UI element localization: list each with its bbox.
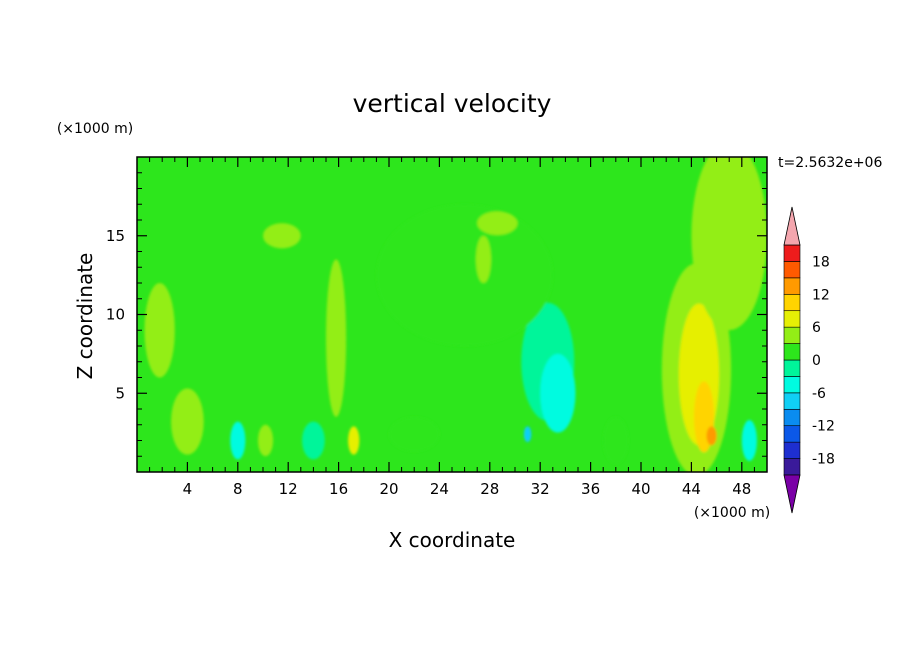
y-axis-label: Z coordinate xyxy=(73,253,97,380)
y-tick-label: 15 xyxy=(106,227,125,245)
colorbar-segment xyxy=(783,376,801,394)
colorbar-label: -6 xyxy=(812,386,826,402)
colorbar-segment xyxy=(783,441,801,459)
colorbar-segment xyxy=(783,408,801,427)
colorbar-segment xyxy=(783,261,801,279)
contour-region xyxy=(263,223,301,249)
x-tick-label: 24 xyxy=(430,480,449,498)
colorbar-segment xyxy=(783,244,801,262)
colorbar-label: -12 xyxy=(812,419,835,435)
contour-region xyxy=(389,416,440,452)
y-axis: 5 10 15 xyxy=(106,172,767,457)
colorbar-label: -18 xyxy=(812,452,835,468)
contour-region xyxy=(326,259,347,417)
x-tick-label: 28 xyxy=(480,480,499,498)
chart-title: vertical velocity xyxy=(353,89,552,118)
colorbar: 18 12 6 0 -6 -12 -18 xyxy=(783,206,835,514)
contour-region xyxy=(603,416,629,465)
x-axis-label: X coordinate xyxy=(389,528,516,552)
x-tick-label: 20 xyxy=(379,480,398,498)
colorbar-label: 0 xyxy=(812,353,821,369)
x-tick-label: 44 xyxy=(682,480,701,498)
contour-region xyxy=(691,157,767,331)
y-tick-label: 10 xyxy=(106,306,125,324)
x-tick-label: 12 xyxy=(279,480,298,498)
contour-region xyxy=(475,235,492,283)
contour-region xyxy=(477,211,518,235)
colorbar-segment xyxy=(783,359,801,377)
y-tick-label: 5 xyxy=(115,384,125,402)
colorbar-segment xyxy=(783,310,801,328)
x-tick-label: 4 xyxy=(183,480,193,498)
colorbar-label: 6 xyxy=(812,320,821,336)
colorbar-max-extension xyxy=(783,206,801,246)
colorbar-segment xyxy=(783,392,801,410)
x-tick-label: 48 xyxy=(732,480,751,498)
contour-region xyxy=(741,420,757,461)
contour-region xyxy=(540,353,576,433)
contour-region xyxy=(348,426,360,455)
contour-region xyxy=(230,421,246,460)
x-tick-label: 40 xyxy=(631,480,650,498)
colorbar-segment xyxy=(783,326,801,344)
x-axis: 4 8 12 16 20 24 28 32 36 40 44 48 xyxy=(149,157,768,498)
y-unit-label: (×1000 m) xyxy=(57,121,133,137)
colorbar-label: 12 xyxy=(812,287,830,303)
x-unit-label: (×1000 m) xyxy=(694,505,770,521)
contour-region xyxy=(144,283,175,378)
x-tick-label: 36 xyxy=(581,480,600,498)
x-tick-label: 8 xyxy=(233,480,243,498)
time-label: t=2.5632e+06 xyxy=(778,155,882,171)
colorbar-segment xyxy=(783,277,801,295)
contour-region xyxy=(706,426,717,446)
contour-region xyxy=(171,388,204,455)
colorbar-min-extension xyxy=(783,474,801,514)
colorbar-segment xyxy=(783,425,801,443)
plot-area xyxy=(137,157,767,472)
contour-region xyxy=(302,421,325,460)
x-tick-label: 32 xyxy=(531,480,550,498)
contour-region xyxy=(257,424,274,457)
colorbar-label: 18 xyxy=(812,254,830,270)
x-tick-label: 16 xyxy=(329,480,348,498)
contour-region xyxy=(376,204,553,346)
colorbar-segment xyxy=(783,293,801,312)
colorbar-segment xyxy=(783,458,801,476)
contour-region xyxy=(523,426,532,443)
colorbar-segment xyxy=(783,343,801,361)
